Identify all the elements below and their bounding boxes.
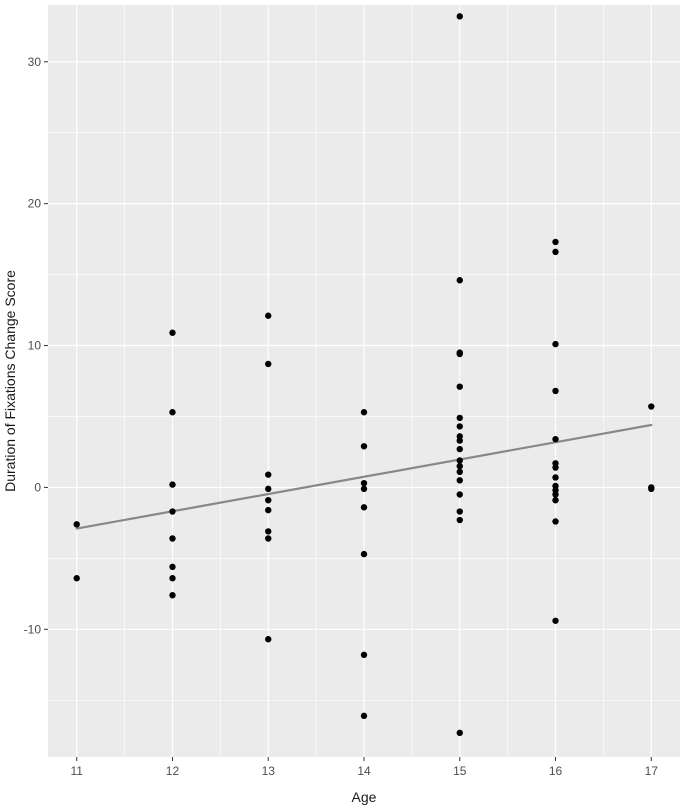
x-tick-label: 15 bbox=[453, 764, 467, 778]
data-point bbox=[456, 350, 463, 358]
x-tick-label: 13 bbox=[262, 764, 276, 778]
data-point bbox=[265, 535, 272, 542]
data-point bbox=[360, 443, 368, 450]
data-point bbox=[552, 435, 559, 443]
data-point bbox=[169, 535, 176, 542]
data-point bbox=[360, 504, 368, 511]
data-point bbox=[648, 403, 655, 410]
data-point bbox=[552, 496, 559, 504]
data-point bbox=[169, 508, 176, 515]
data-point bbox=[360, 485, 368, 493]
data-point bbox=[552, 248, 559, 256]
data-point bbox=[265, 360, 272, 368]
data-point bbox=[552, 474, 559, 481]
data-point bbox=[169, 481, 176, 488]
data-point bbox=[456, 457, 463, 464]
data-point bbox=[169, 575, 176, 582]
data-point bbox=[456, 516, 463, 524]
data-point bbox=[456, 383, 463, 390]
major-gridlines bbox=[48, 5, 680, 757]
x-axis-ticks: 11 12 13 14 15 16 17 bbox=[70, 757, 658, 778]
y-axis-title: Duration of Fixations Change Score bbox=[2, 270, 18, 492]
data-point bbox=[648, 485, 655, 493]
data-point bbox=[169, 409, 176, 416]
x-tick-label: 17 bbox=[645, 764, 659, 778]
data-point bbox=[360, 651, 368, 659]
data-point bbox=[456, 13, 463, 20]
x-axis-title: Age bbox=[352, 789, 377, 805]
data-point bbox=[169, 592, 176, 599]
data-point bbox=[552, 238, 559, 246]
data-point bbox=[73, 521, 80, 528]
data-point bbox=[360, 479, 368, 487]
data-point bbox=[73, 575, 80, 582]
data-point bbox=[360, 550, 368, 558]
data-point bbox=[456, 729, 463, 737]
data-point bbox=[265, 528, 272, 535]
data-point bbox=[265, 471, 272, 478]
data-point bbox=[456, 477, 463, 484]
y-tick-label: 30 bbox=[28, 55, 42, 69]
x-tick-label: 11 bbox=[70, 764, 83, 778]
data-point bbox=[360, 712, 368, 720]
data-point bbox=[456, 462, 463, 470]
y-axis-ticks: -10 0 10 20 30 bbox=[24, 55, 48, 636]
data-point bbox=[265, 312, 272, 319]
data-point bbox=[552, 617, 559, 624]
data-point bbox=[552, 387, 559, 395]
data-point bbox=[265, 485, 272, 493]
y-tick-label: 0 bbox=[34, 480, 41, 494]
data-point bbox=[552, 518, 559, 525]
x-tick-label: 14 bbox=[357, 764, 371, 778]
x-tick-label: 12 bbox=[166, 764, 180, 778]
data-point bbox=[456, 414, 463, 422]
x-tick-label: 16 bbox=[549, 764, 563, 778]
data-point bbox=[456, 508, 463, 515]
data-points bbox=[73, 13, 655, 737]
data-point bbox=[552, 491, 559, 498]
data-point bbox=[265, 506, 272, 514]
data-point bbox=[456, 437, 463, 444]
data-point bbox=[552, 340, 559, 348]
data-point bbox=[456, 445, 463, 453]
y-tick-label: 20 bbox=[28, 197, 42, 211]
data-point bbox=[169, 329, 176, 336]
data-point bbox=[169, 563, 176, 571]
data-point bbox=[552, 464, 559, 471]
data-point bbox=[456, 491, 463, 498]
data-point bbox=[456, 468, 463, 476]
y-tick-label: -10 bbox=[24, 622, 42, 636]
y-tick-label: 10 bbox=[28, 339, 42, 353]
data-point bbox=[456, 423, 463, 430]
data-point bbox=[265, 636, 272, 643]
data-point bbox=[456, 277, 463, 284]
data-point bbox=[265, 496, 272, 504]
data-point bbox=[360, 409, 368, 416]
